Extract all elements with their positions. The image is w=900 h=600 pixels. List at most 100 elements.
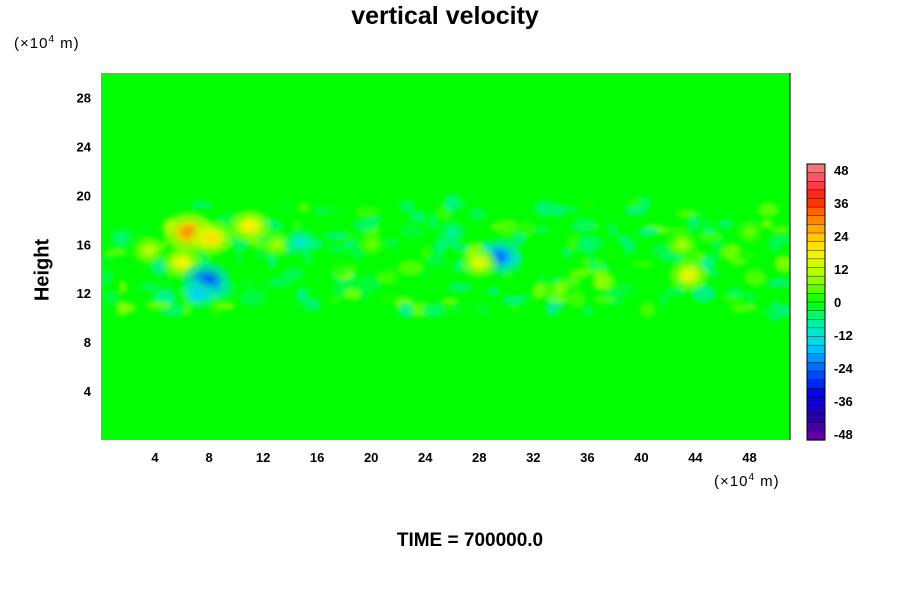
noise-patch <box>623 239 637 253</box>
noise-patch <box>532 282 545 300</box>
noise-patch <box>511 231 526 247</box>
y-unit-prefix: (×10 <box>14 35 49 52</box>
colorbar-swatch <box>806 379 826 389</box>
colorbar-swatch <box>806 250 826 260</box>
colorbar-swatch <box>806 275 826 286</box>
noise-patch <box>639 302 656 318</box>
colorbar-swatch <box>806 336 826 346</box>
colorbar-tick-label: 0 <box>834 295 841 310</box>
noise-patch <box>592 272 609 291</box>
noise-patch <box>595 262 609 271</box>
noise-patch <box>420 245 431 260</box>
noise-patch <box>443 194 461 212</box>
noise-patch <box>356 298 369 305</box>
colorbar-swatch <box>806 301 826 312</box>
x-tick-label: 44 <box>688 450 703 465</box>
noise-patch <box>568 290 586 308</box>
noise-patch <box>297 202 308 212</box>
velocity-feature <box>205 232 219 244</box>
colorbar-swatch <box>806 362 826 372</box>
noise-patch <box>745 268 764 283</box>
noise-patch <box>295 287 309 302</box>
noise-patch <box>379 293 400 305</box>
x-tick-label: 12 <box>256 450 270 465</box>
x-tick-label: 40 <box>634 450 648 465</box>
x-tick-label: 24 <box>418 450 433 465</box>
colorbar-swatch <box>806 172 826 182</box>
noise-patch <box>614 282 636 295</box>
noise-patch <box>329 296 341 304</box>
colorbar <box>806 163 826 441</box>
noise-patch <box>118 280 127 294</box>
chart-title: vertical velocity <box>351 2 539 30</box>
noise-patch <box>381 269 399 286</box>
velocity-feature <box>367 240 376 248</box>
noise-patch <box>145 301 171 309</box>
noise-patch <box>706 270 720 277</box>
noise-patch <box>355 206 379 218</box>
velocity-feature <box>295 237 306 246</box>
velocity-feature <box>243 220 256 231</box>
noise-patch <box>456 200 467 209</box>
noise-patch <box>330 259 345 278</box>
noise-patch <box>534 200 554 217</box>
colorbar-swatch <box>806 344 826 355</box>
y-unit-exponent: 4 <box>48 34 56 45</box>
x-unit-prefix: (×10 <box>714 473 749 490</box>
colorbar-swatch <box>806 258 826 269</box>
x-unit-exponent: 4 <box>748 472 756 483</box>
noise-patch <box>239 291 266 306</box>
colorbar-swatch <box>806 181 826 191</box>
colorbar-tick-labels: 48 36 24 12 0 -12 -24 -36 -48 <box>834 163 854 442</box>
noise-patch <box>767 277 790 288</box>
noise-patch <box>421 303 445 318</box>
noise-patch <box>717 219 734 228</box>
noise-patch <box>343 240 359 248</box>
noise-patch <box>399 222 425 238</box>
colorbar-tick-label: -24 <box>834 361 854 376</box>
velocity-features <box>101 194 790 320</box>
colorbar-swatch <box>806 198 826 208</box>
noise-patch <box>509 304 521 313</box>
noise-patch <box>569 268 592 278</box>
x-tick-label: 28 <box>472 450 486 465</box>
y-unit-suffix: m) <box>55 35 80 52</box>
colorbar-swatch <box>806 319 826 329</box>
x-tick-label: 48 <box>742 450 756 465</box>
noise-patch <box>771 226 790 233</box>
velocity-feature <box>473 257 486 268</box>
colorbar-tick-label: -36 <box>834 394 853 409</box>
noise-patch <box>607 223 618 237</box>
velocity-feature <box>677 240 687 249</box>
noise-patch <box>101 267 114 286</box>
noise-patch <box>730 258 746 266</box>
colorbar-tick-label: -12 <box>834 328 853 343</box>
noise-patch <box>603 248 623 259</box>
noise-patch <box>547 296 571 303</box>
colorbar-swatch <box>806 267 826 277</box>
colorbar-swatch <box>806 224 826 234</box>
colorbar-border <box>806 163 826 441</box>
noise-patch <box>624 205 648 216</box>
noise-patch <box>721 295 743 302</box>
noise-patch <box>317 206 343 213</box>
noise-patch <box>752 291 777 309</box>
noise-patch <box>495 218 519 236</box>
colorbar-swatch <box>806 396 826 407</box>
x-tick-label: 16 <box>310 450 324 465</box>
velocity-feature <box>192 288 205 298</box>
noise-patch <box>305 298 321 311</box>
velocity-field <box>101 194 790 320</box>
noise-patch <box>760 218 773 229</box>
colorbar-swatch <box>806 353 826 363</box>
noise-patch <box>118 302 136 313</box>
colorbar-swatch <box>806 284 826 294</box>
x-unit-suffix: m) <box>755 473 780 490</box>
velocity-feature <box>583 240 592 248</box>
colorbar-swatch <box>806 206 826 217</box>
y-tick-label: 8 <box>84 335 91 350</box>
noise-patch <box>689 213 698 232</box>
noise-patch <box>141 284 159 291</box>
noise-patch <box>352 219 378 229</box>
noise-patch <box>247 280 272 294</box>
